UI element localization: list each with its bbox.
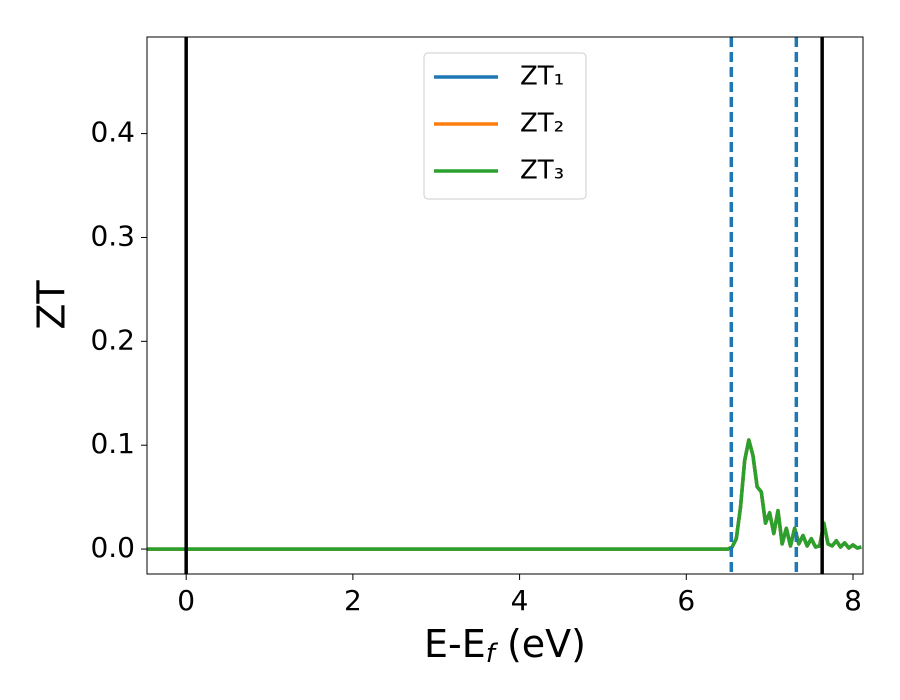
legend-label: ZT₁ — [520, 62, 564, 92]
legend-box — [423, 52, 587, 200]
y-tick-label: 0.4 — [90, 116, 135, 149]
plot-area — [147, 37, 862, 574]
plot-frame — [146, 36, 864, 575]
y-tick-label: 0.0 — [90, 531, 135, 564]
x-tick-label: 2 — [344, 584, 362, 617]
legend-label: ZT₃ — [520, 156, 564, 186]
x-label-tail: (eV) — [495, 622, 586, 666]
series-line — [147, 438, 862, 551]
x-tick-label: 6 — [677, 584, 695, 617]
y-tick-label: 0.2 — [90, 323, 135, 356]
x-tick-label: 0 — [177, 584, 195, 617]
x-tick-label: 4 — [511, 584, 529, 617]
legend-label: ZT₂ — [520, 109, 564, 139]
y-tick-label: 0.3 — [90, 219, 135, 252]
x-axis-label: E-Ef (eV) — [424, 622, 586, 669]
y-tick-label: 0.1 — [90, 427, 135, 460]
x-tick-label: 8 — [844, 584, 862, 617]
y-axis-label: ZT — [30, 280, 74, 330]
x-label-main: E-E — [424, 622, 486, 666]
legend: ZT₁ ZT₂ ZT₃ — [423, 52, 587, 200]
